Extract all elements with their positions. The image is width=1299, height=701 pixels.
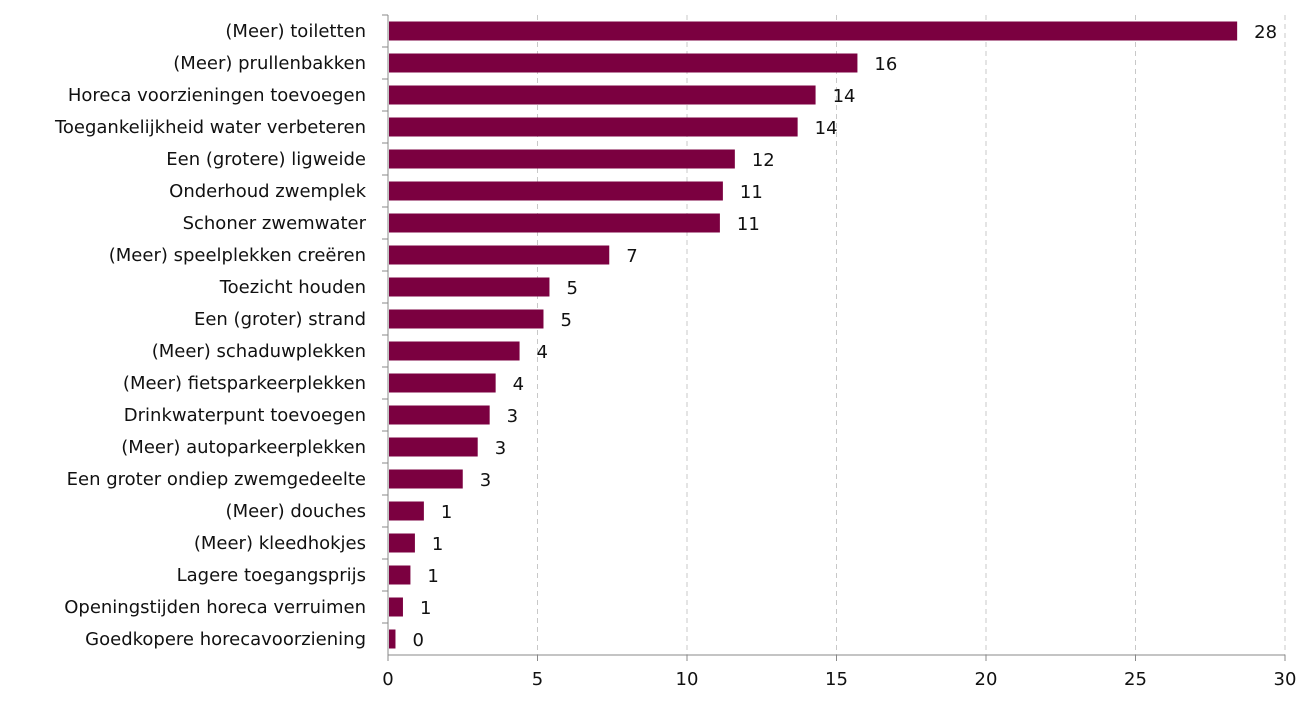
bar [389,501,424,521]
axes [382,14,1286,661]
category-label: Drinkwaterpunt toevoegen [124,405,366,426]
x-tick-label: 25 [1124,669,1147,690]
category-label: Onderhoud zwemplek [169,181,366,202]
data-label: 11 [737,214,760,235]
data-label: 5 [560,310,571,331]
data-label: 11 [740,182,763,203]
bar [389,181,723,201]
category-label: Een (grotere) ligweide [166,149,366,170]
x-tick-label: 0 [382,669,393,690]
category-label: (Meer) toiletten [225,21,366,42]
category-label: (Meer) prullenbakken [173,53,366,74]
category-label: Een (groter) strand [194,309,366,330]
data-label: 1 [420,598,431,619]
x-tick-label: 30 [1274,669,1297,690]
category-label: (Meer) kleedhokjes [194,533,366,554]
data-label: 5 [566,278,577,299]
bar [389,309,544,329]
labels: 0 5 10 15 20 25 30(Meer) toiletten 28(Meer) pru… [54,21,1297,690]
x-tick-label: 15 [825,669,848,690]
bar [389,629,396,649]
data-label: 3 [507,406,518,427]
bar [389,21,1238,41]
data-label: 1 [427,566,438,587]
category-label: (Meer) fietsparkeerplekken [123,373,366,394]
bars [389,21,1238,649]
category-label: Goedkopere horecavoorziening [85,629,366,650]
category-label: (Meer) autoparkeerplekken [121,437,366,458]
bar [389,597,403,617]
data-label: 12 [752,150,775,171]
bar [389,53,858,73]
category-label: Openingstijden horeca verruimen [64,597,366,618]
category-label: Een groter ondiep zwemgedeelte [67,469,366,490]
data-label: 1 [441,502,452,523]
x-tick-label: 5 [532,669,543,690]
category-label: (Meer) schaduwplekken [152,341,366,362]
category-label: Horeca voorzieningen toevoegen [68,85,366,106]
bar [389,117,798,137]
bar [389,437,478,457]
bar [389,85,816,105]
x-tick-label: 20 [975,669,998,690]
data-label: 14 [833,86,856,107]
bar [389,405,490,425]
bar [389,213,720,233]
bar [389,149,735,169]
data-label: 14 [815,118,838,139]
category-label: Lagere toegangsprijs [177,565,366,586]
x-tick-label: 10 [676,669,699,690]
bar [389,565,411,585]
data-label: 4 [537,342,548,363]
category-label: Schoner zwemwater [183,213,367,234]
data-label: 3 [495,438,506,459]
data-label: 7 [626,246,637,267]
data-label: 16 [874,54,897,75]
gridlines [537,15,1286,655]
bar [389,277,550,297]
bar [389,373,496,393]
category-label: (Meer) douches [226,501,366,522]
bar [389,469,463,489]
data-label: 3 [480,470,491,491]
data-label: 4 [513,374,524,395]
bar [389,245,610,265]
data-label: 28 [1254,22,1277,43]
data-label: 1 [432,534,443,555]
category-label: (Meer) speelplekken creëren [109,245,366,266]
data-label: 0 [412,630,423,651]
bar [389,341,520,361]
category-label: Toezicht houden [219,277,366,298]
bar [389,533,415,553]
category-label: Toegankelijkheid water verbeteren [54,117,366,138]
